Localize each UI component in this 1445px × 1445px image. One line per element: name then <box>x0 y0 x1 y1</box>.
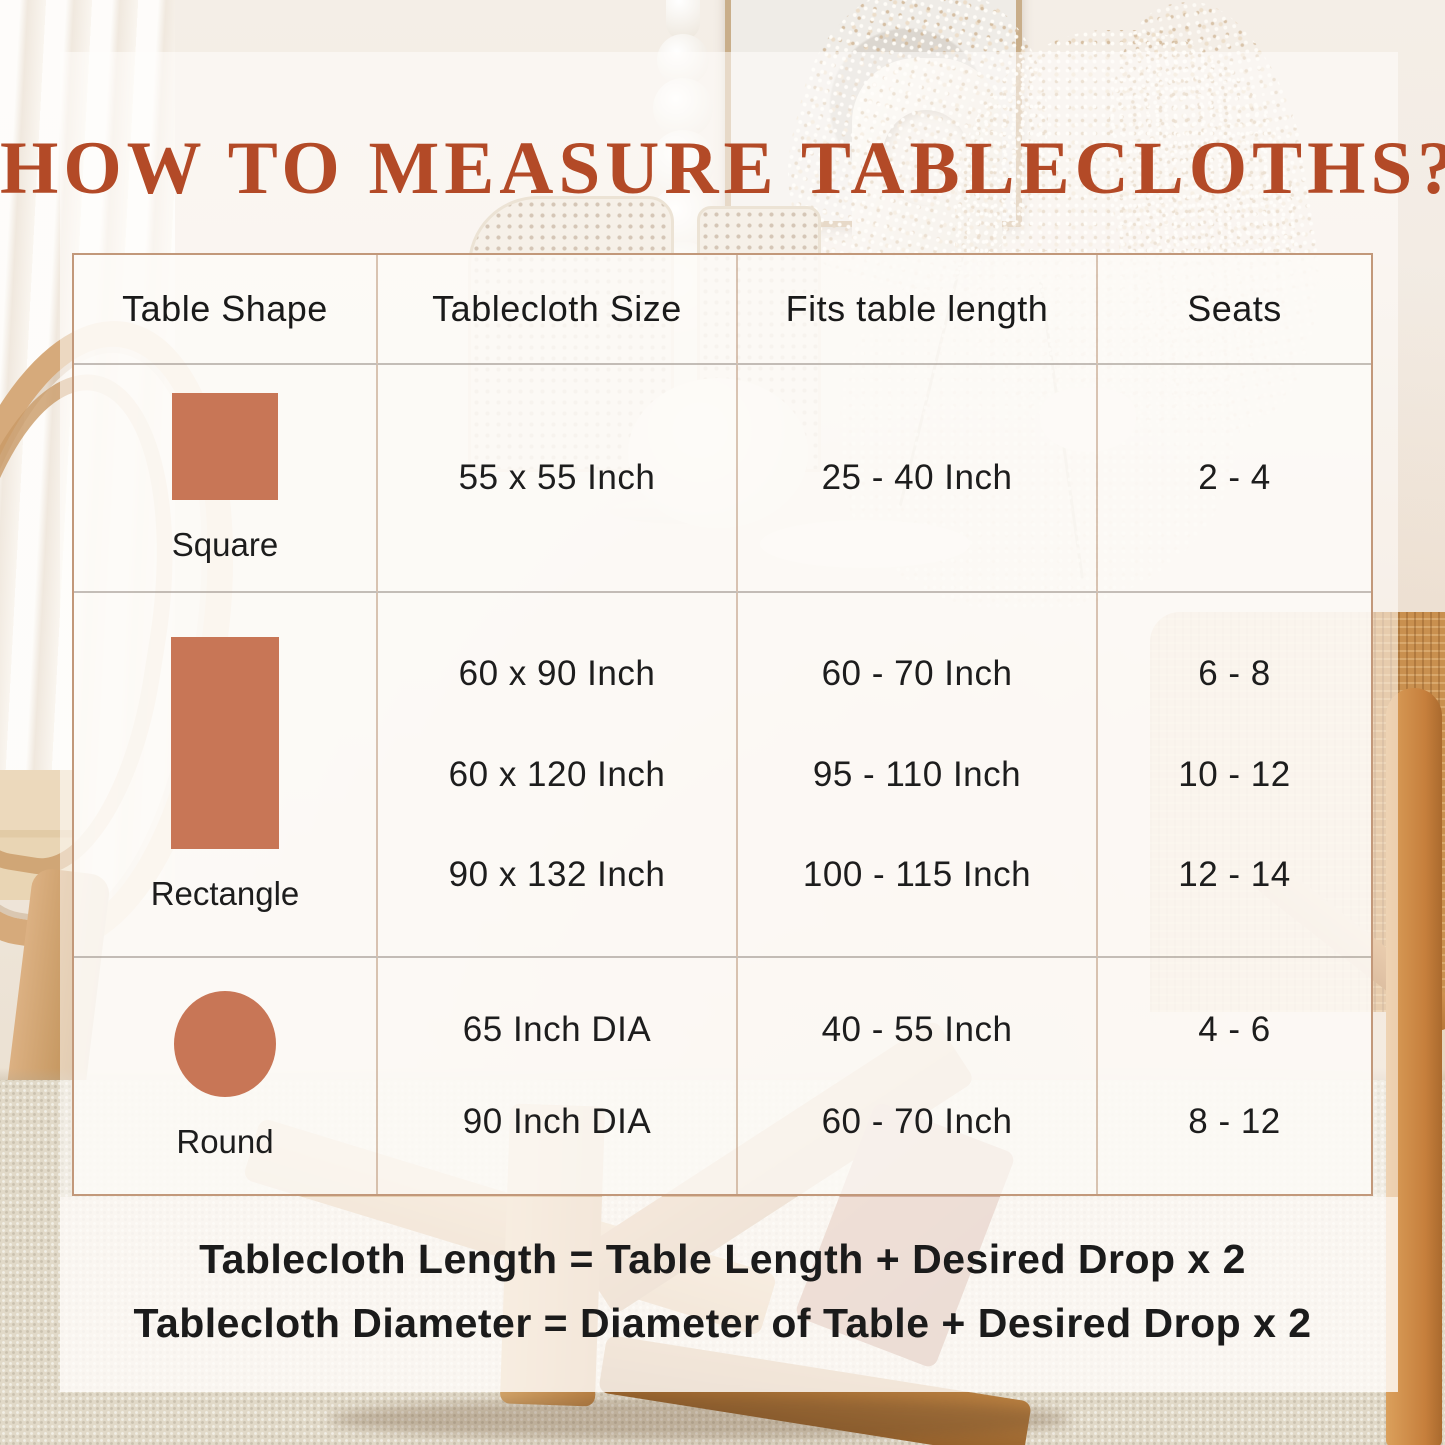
column-header-fits-table-length: Fits table length <box>738 255 1098 365</box>
square-shape-icon <box>172 392 278 500</box>
column-header-table-shape: Table Shape <box>74 255 378 365</box>
shape-label: Square <box>171 525 279 563</box>
seats-value: 10 - 12 <box>1178 754 1291 794</box>
size-value: 60 x 120 Inch <box>448 754 666 794</box>
size-value: 60 x 90 Inch <box>458 653 656 693</box>
table-cell-seats: 6 - 8 10 - 12 12 - 14 <box>1098 593 1371 958</box>
size-value: 90 Inch DIA <box>462 1102 652 1141</box>
fits-value: 60 - 70 Inch <box>821 653 1013 693</box>
column-header-seats: Seats <box>1098 255 1371 365</box>
table-leg-shadow <box>330 1398 1070 1440</box>
table-cell-size: 55 x 55 Inch <box>378 365 738 593</box>
fits-value: 100 - 115 Inch <box>802 855 1032 895</box>
table-row-round-shape: Round <box>74 958 378 1194</box>
seats-value: 6 - 8 <box>1198 653 1271 693</box>
table-cell-size: 65 Inch DIA 90 Inch DIA <box>378 958 738 1194</box>
size-table: Table Shape Tablecloth Size Fits table l… <box>72 253 1373 1196</box>
seats-value: 8 - 12 <box>1188 1102 1281 1141</box>
table-row-square-shape: Square <box>74 365 378 593</box>
table-cell-fits: 60 - 70 Inch 95 - 110 Inch 100 - 115 Inc… <box>738 593 1098 958</box>
seats-value: 12 - 14 <box>1178 855 1291 895</box>
rectangle-shape-icon <box>171 636 279 849</box>
table-cell-fits: 25 - 40 Inch <box>738 365 1098 593</box>
circle-shape-icon <box>174 991 276 1097</box>
shape-label: Round <box>176 1123 274 1160</box>
fits-value: 40 - 55 Inch <box>821 1010 1013 1049</box>
table-cell-size: 60 x 90 Inch 60 x 120 Inch 90 x 132 Inch <box>378 593 738 958</box>
table-cell-fits: 40 - 55 Inch 60 - 70 Inch <box>738 958 1098 1194</box>
column-header-tablecloth-size: Tablecloth Size <box>378 255 738 365</box>
formula-band <box>60 1197 1398 1392</box>
size-value: 65 Inch DIA <box>462 1010 652 1049</box>
fits-value: 95 - 110 Inch <box>812 754 1022 794</box>
page-title: HOW TO MEASURE TABLECLOTHS? <box>0 127 1445 210</box>
table-cell-seats: 4 - 6 8 - 12 <box>1098 958 1371 1194</box>
table-row-rectangle-shape: Rectangle <box>74 593 378 958</box>
seats-value: 4 - 6 <box>1198 1010 1271 1049</box>
fits-value: 60 - 70 Inch <box>821 1102 1013 1141</box>
table-cell-seats: 2 - 4 <box>1098 365 1371 593</box>
shape-label: Rectangle <box>150 874 300 912</box>
size-value: 90 x 132 Inch <box>448 855 666 895</box>
formula-diameter: Tablecloth Diameter = Diameter of Table … <box>133 1300 1312 1346</box>
formula-length: Tablecloth Length = Table Length + Desir… <box>199 1236 1246 1282</box>
